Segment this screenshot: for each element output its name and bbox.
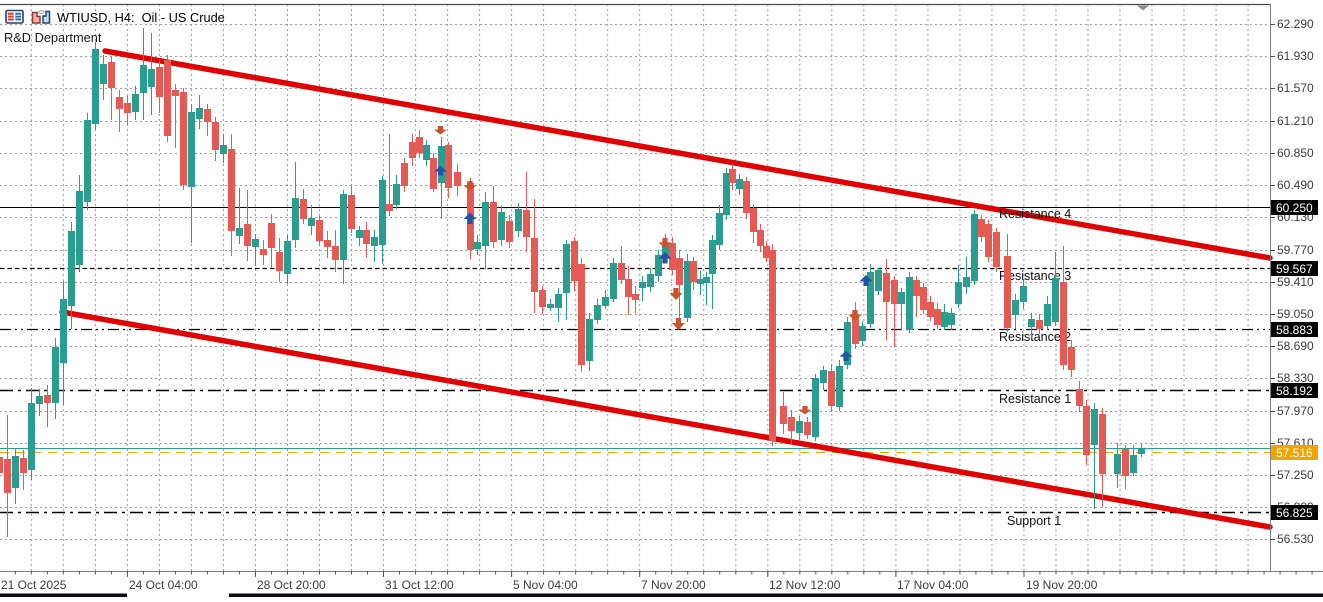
svg-text:Resistance 2: Resistance 2 [999,330,1071,344]
svg-text:58.690: 58.690 [1277,339,1314,353]
svg-text:59.567: 59.567 [1276,262,1313,276]
svg-text:57.516: 57.516 [1276,446,1313,460]
svg-text:56.825: 56.825 [1276,506,1313,520]
svg-text:5 Nov 04:00: 5 Nov 04:00 [513,578,578,592]
svg-text:31 Oct 12:00: 31 Oct 12:00 [385,578,454,592]
svg-text:12 Nov 12:00: 12 Nov 12:00 [769,578,841,592]
svg-text:60.250: 60.250 [1276,201,1313,215]
svg-text:59.050: 59.050 [1277,307,1314,321]
svg-text:58.883: 58.883 [1276,323,1313,337]
svg-text:60.490: 60.490 [1277,178,1314,192]
svg-text:Resistance 1: Resistance 1 [999,392,1071,406]
svg-text:19 Nov 20:00: 19 Nov 20:00 [1026,578,1098,592]
svg-text:62.290: 62.290 [1277,17,1314,31]
svg-text:57.250: 57.250 [1277,468,1314,482]
svg-text:7 Nov 20:00: 7 Nov 20:00 [641,578,706,592]
svg-text:60.850: 60.850 [1277,146,1314,160]
svg-text:58.330: 58.330 [1277,371,1314,385]
svg-text:21 Oct 2025: 21 Oct 2025 [1,578,67,592]
svg-text:61.570: 61.570 [1277,81,1314,95]
svg-text:R&D Department: R&D Department [4,30,102,45]
svg-text:28 Oct 20:00: 28 Oct 20:00 [257,578,326,592]
svg-text:61.930: 61.930 [1277,49,1314,63]
svg-text:Resistance 4: Resistance 4 [999,207,1071,221]
svg-text:59.770: 59.770 [1277,243,1314,257]
svg-text:57.970: 57.970 [1277,404,1314,418]
svg-text:61.210: 61.210 [1277,114,1314,128]
svg-text:24 Oct 04:00: 24 Oct 04:00 [129,578,198,592]
svg-text:56.530: 56.530 [1277,532,1314,546]
svg-text:58.192: 58.192 [1276,384,1313,398]
svg-text:WTIUSD, H4: Oil - US Crude: WTIUSD, H4: Oil - US Crude [57,10,225,25]
svg-text:Support 1: Support 1 [1007,514,1061,528]
svg-text:17 Nov 04:00: 17 Nov 04:00 [897,578,969,592]
svg-text:59.410: 59.410 [1277,275,1314,289]
